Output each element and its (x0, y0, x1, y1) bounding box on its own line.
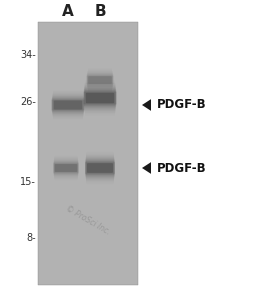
Polygon shape (142, 162, 151, 174)
FancyBboxPatch shape (52, 100, 84, 111)
FancyBboxPatch shape (85, 161, 115, 175)
FancyBboxPatch shape (85, 162, 115, 174)
Text: PDGF-B: PDGF-B (157, 98, 207, 111)
Text: 34-: 34- (20, 50, 36, 60)
Text: 8-: 8- (26, 233, 36, 243)
Text: 26-: 26- (20, 97, 36, 107)
FancyBboxPatch shape (83, 92, 116, 104)
FancyBboxPatch shape (51, 100, 84, 110)
FancyBboxPatch shape (54, 100, 82, 109)
FancyBboxPatch shape (84, 90, 116, 106)
FancyBboxPatch shape (85, 162, 115, 173)
Polygon shape (142, 99, 151, 111)
FancyBboxPatch shape (53, 164, 79, 172)
FancyBboxPatch shape (84, 91, 116, 105)
Text: B: B (94, 4, 106, 19)
Text: PDGF-B: PDGF-B (157, 162, 207, 175)
FancyBboxPatch shape (85, 161, 115, 175)
FancyBboxPatch shape (52, 99, 84, 111)
FancyBboxPatch shape (53, 163, 79, 173)
Text: © ProSci Inc.: © ProSci Inc. (64, 204, 112, 236)
Bar (38, 22, 138, 285)
FancyBboxPatch shape (52, 98, 84, 111)
FancyBboxPatch shape (88, 76, 112, 84)
FancyBboxPatch shape (84, 91, 116, 105)
FancyBboxPatch shape (84, 89, 116, 107)
FancyBboxPatch shape (85, 160, 115, 176)
Text: 15-: 15- (20, 177, 36, 187)
FancyBboxPatch shape (86, 93, 114, 103)
FancyBboxPatch shape (87, 163, 113, 173)
Text: A: A (62, 4, 74, 19)
FancyBboxPatch shape (55, 164, 77, 172)
FancyBboxPatch shape (84, 89, 116, 107)
